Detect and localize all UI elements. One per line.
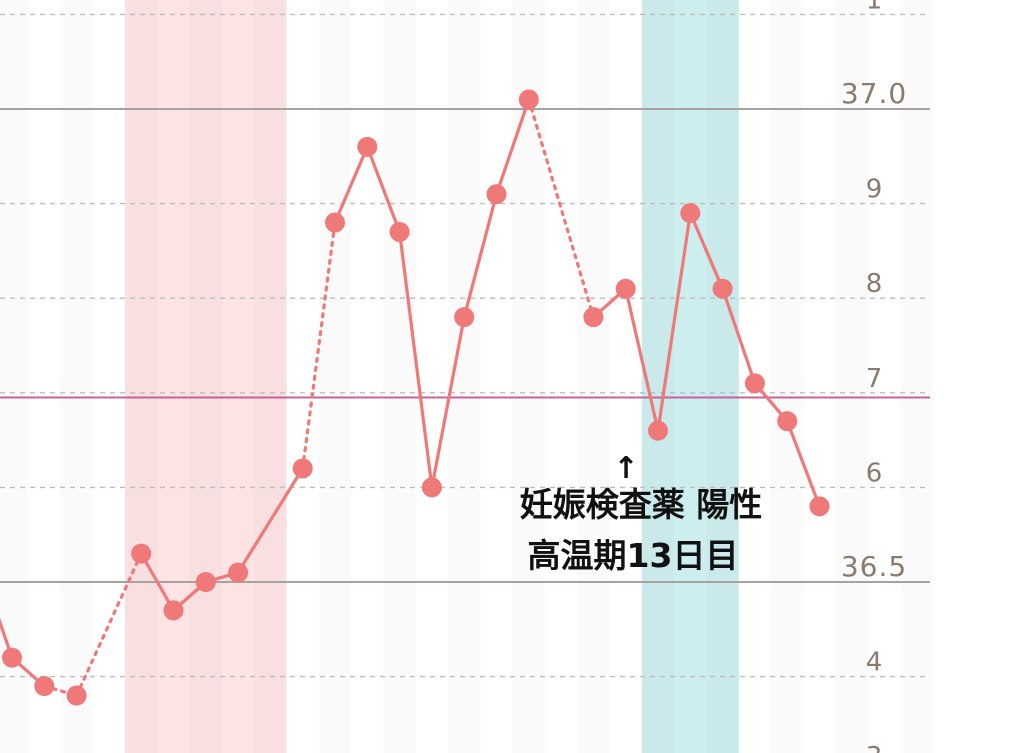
day-stripe: [513, 0, 545, 753]
series-line-segment: [398, 230, 434, 489]
y-tick-label: 9: [866, 175, 883, 205]
day-stripe: [836, 0, 868, 753]
data-point: [648, 420, 668, 441]
data-point: [228, 562, 249, 583]
data-point: [615, 278, 636, 299]
series-line-segment: [139, 552, 176, 612]
series-line-segment: [720, 287, 757, 385]
series-line-segment: [494, 97, 531, 196]
day-stripe: [60, 0, 92, 753]
shaded-band-menstruation: [125, 0, 287, 753]
y-tick-label: 37.0: [841, 77, 907, 110]
annotation: ↑ 妊娠検査薬 陽性 高温期13日目: [520, 451, 763, 575]
data-point: [292, 458, 313, 479]
series-line-segment: [624, 287, 660, 433]
y-gridlines: [0, 13, 930, 678]
y-tick-labels: 1 37.0 9 8 7 6 36.5 4 3: [841, 0, 907, 753]
annotation-line2: 高温期13日目: [528, 536, 739, 575]
data-point: [809, 496, 830, 517]
y-tick-label: 3: [866, 742, 883, 753]
data-point: [131, 543, 152, 564]
temperature-series: [0, 89, 830, 706]
data-point: [421, 477, 442, 498]
series-line-segment: [365, 145, 402, 234]
day-stripe: [706, 0, 738, 753]
day-stripe: [0, 0, 28, 753]
data-point: [712, 278, 733, 299]
data-point: [34, 676, 55, 697]
data-point: [680, 203, 701, 224]
data-point: [163, 600, 184, 621]
series-line-segment: [656, 211, 692, 433]
data-point: [195, 572, 216, 592]
day-column-stripes: [0, 0, 933, 753]
series-line-segment: [301, 220, 337, 471]
data-point: [66, 685, 87, 706]
series-line-segment: [462, 192, 499, 319]
day-stripe: [383, 0, 415, 753]
y-tick-label: 7: [866, 364, 883, 394]
y-tick-label: 6: [866, 458, 883, 488]
y-tick-label: 1: [866, 0, 883, 15]
data-point: [389, 221, 410, 242]
day-stripe: [254, 0, 286, 753]
y-tick-label: 8: [866, 269, 883, 299]
annotation-arrow: ↑: [613, 451, 638, 486]
series-line-segment: [430, 315, 466, 489]
series-line-segment: [527, 97, 596, 319]
series-line-segment: [688, 211, 725, 291]
y-tick-label: 36.5: [841, 550, 907, 583]
annotation-line1: 妊娠検査薬 陽性: [520, 485, 763, 524]
series-line-segment: [74, 552, 143, 698]
series-line-segment: [333, 145, 369, 225]
data-point: [486, 184, 507, 205]
day-stripe: [319, 0, 351, 753]
day-stripe: [125, 0, 157, 753]
day-stripe: [190, 0, 222, 753]
day-stripe: [577, 0, 609, 753]
shaded-band-ovulation: [641, 0, 739, 753]
data-point: [777, 411, 798, 432]
y-tick-label: 4: [866, 648, 883, 678]
data-point: [744, 373, 765, 394]
data-point: [325, 212, 345, 233]
day-stripe: [900, 0, 932, 753]
series-line-segment: [785, 419, 822, 508]
data-point: [454, 307, 475, 328]
day-stripe: [771, 0, 803, 753]
data-point: [2, 647, 22, 668]
data-point: [583, 307, 604, 328]
data-point: [518, 89, 539, 110]
series-line-segment: [236, 466, 305, 575]
data-point: [357, 136, 378, 157]
shaded-bands: [125, 0, 739, 753]
